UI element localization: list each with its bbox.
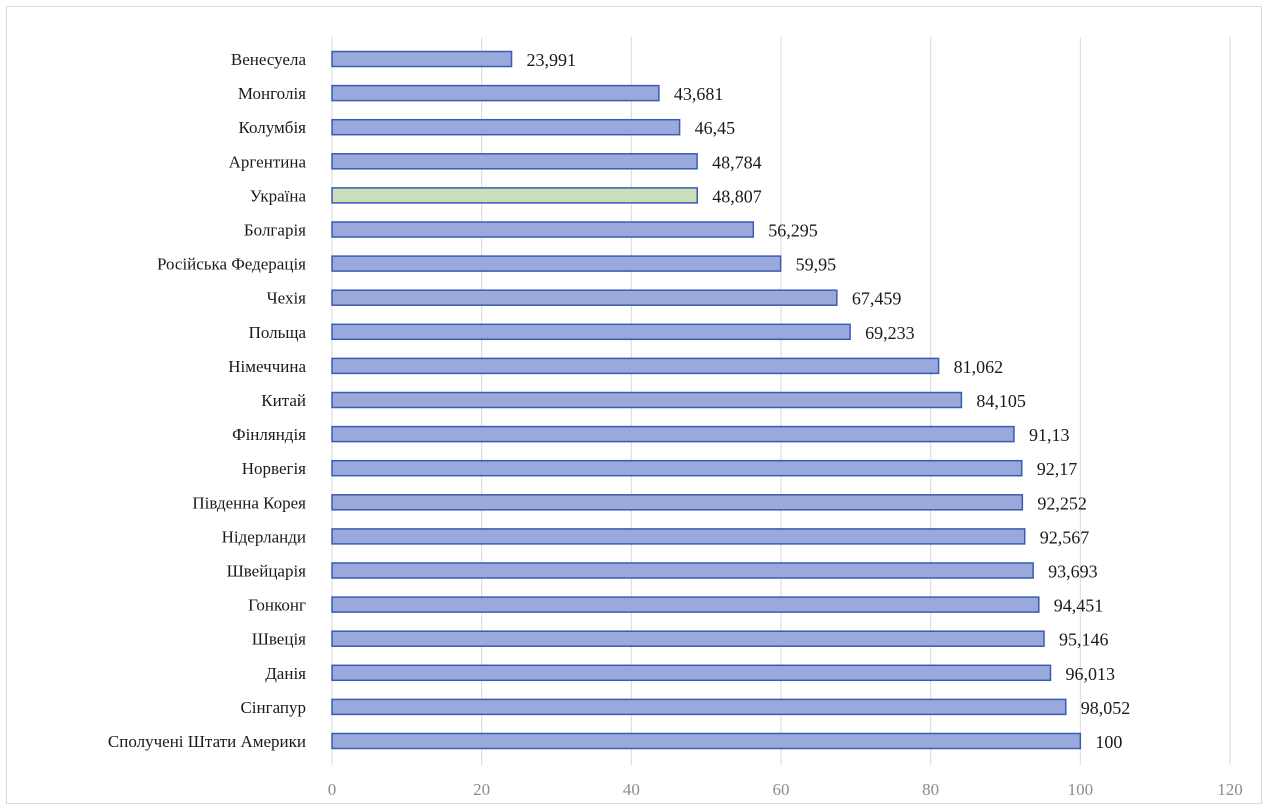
bar-16	[331, 596, 1040, 613]
bar-5	[331, 221, 755, 238]
category-label: Китай	[261, 391, 306, 410]
category-label: Чехія	[267, 289, 307, 308]
data-label: 59,95	[796, 255, 837, 275]
bar-8	[331, 323, 851, 341]
data-label: 96,013	[1065, 664, 1115, 684]
category-label: Німеччина	[228, 357, 306, 376]
bar-11	[331, 425, 1015, 443]
bar-18	[331, 664, 1052, 682]
category-label: Фінляндія	[232, 425, 306, 444]
bar-chart: Венесуела Монголія Колумбія Аргентина Україн…	[108, 37, 1243, 799]
data-label: 92,567	[1040, 527, 1090, 547]
data-label: 46,45	[695, 118, 736, 138]
bars	[331, 50, 1082, 750]
category-label: Монголія	[238, 84, 306, 103]
bar-7	[331, 289, 838, 306]
category-label: Російська Федерація	[157, 255, 306, 274]
x-tick-label: 0	[328, 780, 337, 799]
bar-20	[331, 732, 1082, 750]
data-label: 84,105	[976, 391, 1026, 411]
bar-12	[331, 459, 1023, 477]
category-labels: Венесуела Монголія Колумбія Аргентина Україн…	[108, 50, 307, 751]
category-label: Болгарія	[244, 221, 306, 240]
category-label: Гонконг	[248, 596, 306, 615]
bar-9	[331, 357, 940, 375]
data-label: 91,13	[1029, 425, 1070, 445]
category-label: Сінгапур	[240, 698, 306, 717]
bar-2	[331, 118, 681, 136]
bar-10	[331, 391, 963, 409]
category-label: Україна	[250, 186, 307, 205]
x-axis-tick-labels: 0 20 40 60 80 100 120	[328, 780, 1243, 799]
data-label: 81,062	[954, 357, 1004, 377]
category-label: Аргентина	[229, 152, 307, 171]
data-label: 48,807	[712, 186, 762, 206]
category-label: Швеція	[252, 630, 306, 649]
data-label: 100	[1095, 732, 1122, 752]
category-label: Венесуела	[231, 50, 307, 69]
data-label: 56,295	[768, 221, 818, 241]
data-label: 95,146	[1059, 630, 1109, 650]
x-tick-label: 60	[773, 780, 790, 799]
bar-0	[331, 50, 513, 68]
bar-1	[331, 84, 660, 102]
data-label: 23,991	[527, 50, 577, 70]
bar-14	[331, 528, 1026, 545]
data-label: 67,459	[852, 289, 902, 309]
category-label: Норвегія	[242, 459, 306, 478]
category-label: Південна Корея	[192, 493, 306, 512]
category-label: Колумбія	[239, 118, 307, 137]
chart-frame: Венесуела Монголія Колумбія Аргентина Україн…	[6, 6, 1262, 804]
category-label: Польща	[249, 323, 307, 342]
x-tick-label: 120	[1217, 780, 1243, 799]
data-label: 92,252	[1037, 493, 1087, 513]
data-label: 92,17	[1037, 459, 1078, 479]
data-label: 93,693	[1048, 562, 1098, 582]
category-label: Нідерланди	[222, 527, 306, 546]
category-label: Швейцарія	[227, 562, 307, 581]
bar-6	[331, 255, 782, 272]
data-label: 98,052	[1081, 698, 1131, 718]
bar-3	[331, 153, 698, 170]
value-labels: 23,991 43,681 46,45 48,784 48,807 56,295 59,95…	[527, 50, 1131, 752]
x-tick-label: 40	[623, 780, 640, 799]
data-label: 94,451	[1054, 596, 1104, 616]
data-label: 69,233	[865, 323, 915, 343]
bar-13	[331, 494, 1024, 511]
bar-4	[331, 187, 698, 204]
data-label: 48,784	[712, 152, 762, 172]
x-tick-label: 80	[922, 780, 939, 799]
category-label: Данія	[265, 664, 306, 683]
x-tick-label: 100	[1068, 780, 1094, 799]
bar-19	[331, 698, 1067, 716]
bar-15	[331, 562, 1034, 579]
x-tick-label: 20	[473, 780, 490, 799]
bar-17	[331, 630, 1045, 647]
data-label: 43,681	[674, 84, 724, 104]
category-label: Сполучені Штати Америки	[108, 732, 306, 751]
